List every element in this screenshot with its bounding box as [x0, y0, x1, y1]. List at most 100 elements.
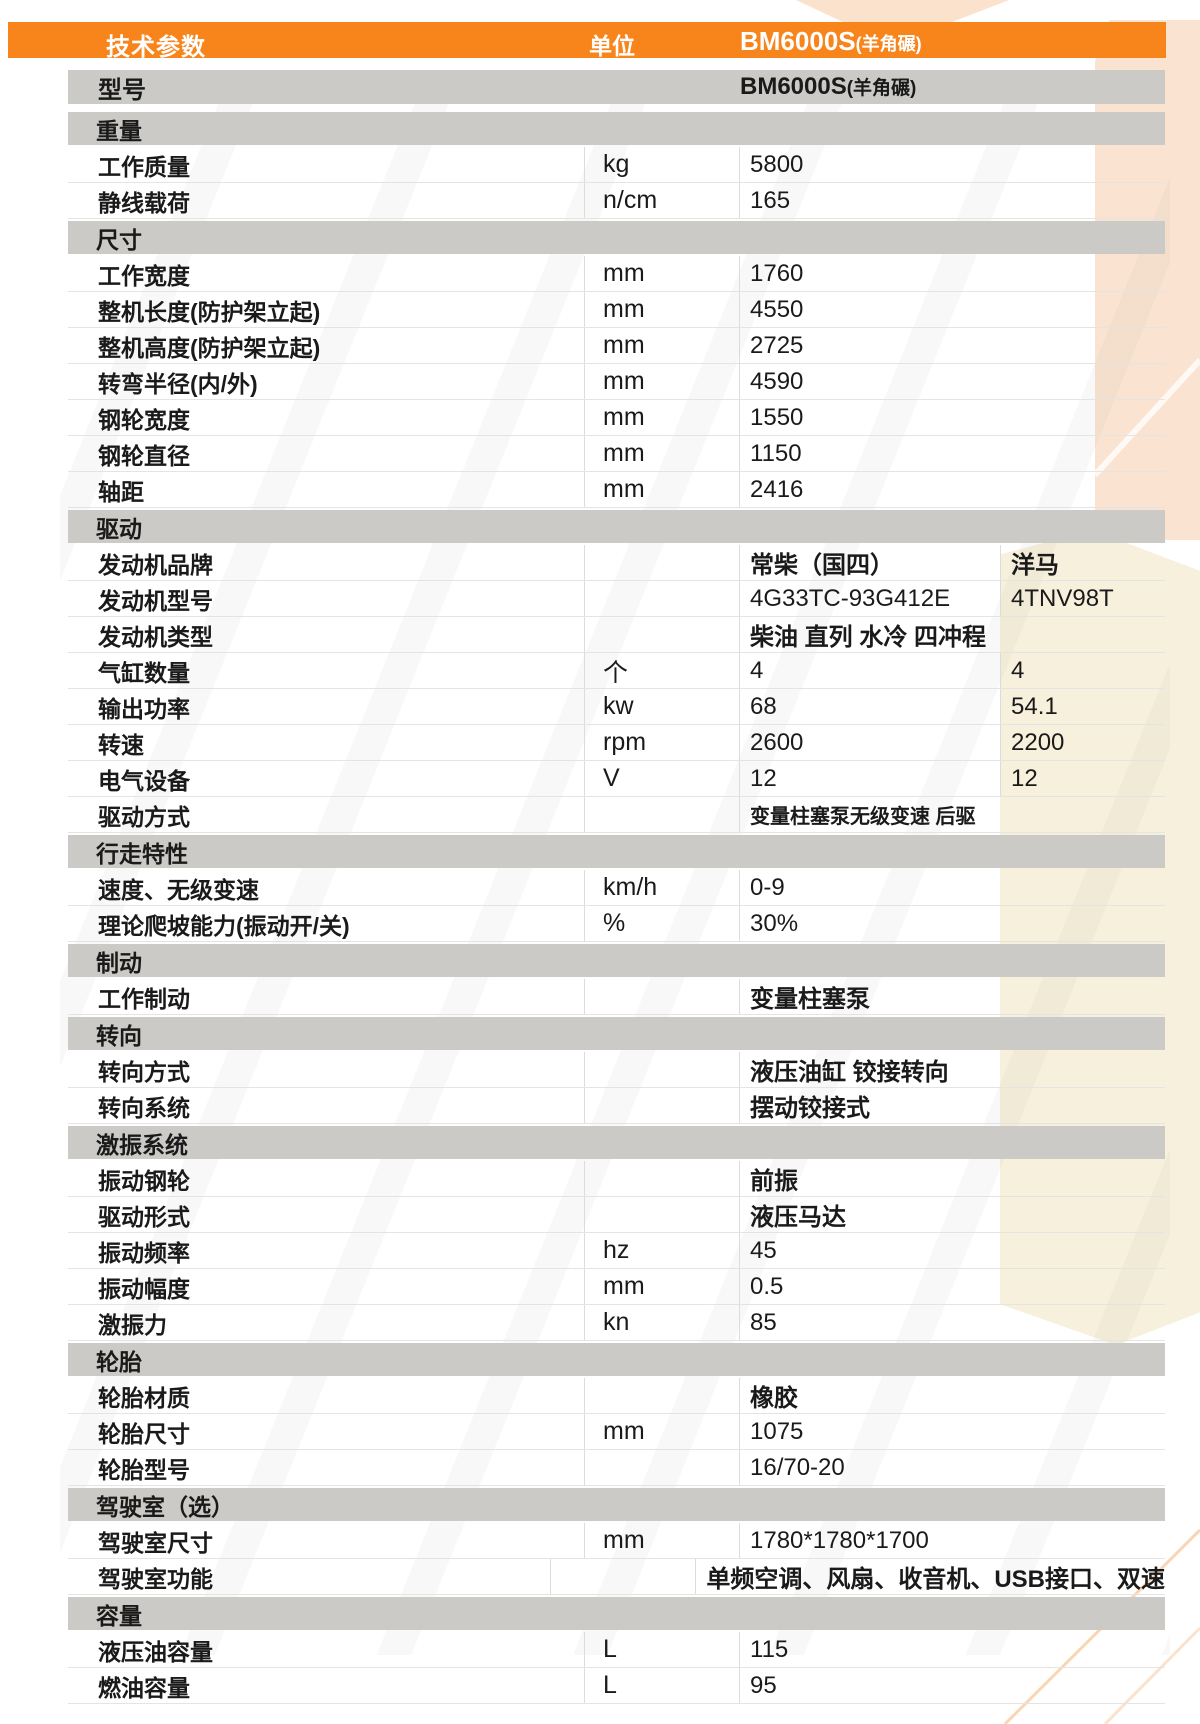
spec-label-cell: 转向方式 — [68, 1052, 585, 1087]
spec-value2: 54.1 — [1011, 692, 1058, 720]
spec-value2-cell: 12 — [1000, 761, 1165, 796]
section-title: 激振系统 — [96, 1131, 188, 1158]
spec-unit: mm — [603, 367, 645, 395]
spec-label-cell: 整机高度(防护架立起) — [68, 328, 585, 363]
spec-unit: km/h — [603, 873, 658, 901]
spec-value-cell: 2416 — [740, 472, 1165, 507]
spec-unit-cell: kw — [585, 689, 740, 724]
spec-table-body: 重量 工作质量 kg 5800 静线载荷 n/cm 165 尺寸 工作宽度 mm 1760 整机长度(… — [68, 112, 1165, 1704]
spec-row: 转向方式 液压油缸 铰接转向 — [68, 1052, 1165, 1088]
section-header: 容量 — [68, 1597, 1165, 1630]
section-title: 驱动 — [96, 515, 142, 542]
spec-value-cell: 5800 — [740, 147, 1165, 182]
spec-unit-cell — [585, 545, 740, 580]
spec-value: 摆动铰接式 — [750, 1095, 870, 1122]
spec-label: 钢轮直径 — [98, 442, 190, 469]
spec-unit: % — [603, 909, 626, 937]
section-title: 轮胎 — [96, 1348, 142, 1375]
spec-value-cell: 1150 — [740, 436, 1165, 471]
spec-unit: mm — [603, 439, 645, 467]
spec-value: 95 — [750, 1671, 777, 1699]
spec-label: 驱动方式 — [98, 803, 190, 830]
spec-label: 整机长度(防护架立起) — [98, 298, 321, 325]
spec-row: 理论爬坡能力(振动开/关)% 30% — [68, 906, 1165, 942]
spec-row: 发动机品牌 常柴（国四） 洋马 — [68, 545, 1165, 581]
spec-value-cell: 68 — [740, 689, 1000, 724]
spec-unit-cell: rpm — [585, 725, 740, 760]
spec-label: 驾驶室尺寸 — [98, 1529, 213, 1556]
spec-value-cell: 2725 — [740, 328, 1165, 363]
spec-row: 钢轮直径 mm 1150 — [68, 436, 1165, 472]
spec-value-cell: 4550 — [740, 292, 1165, 327]
spec-unit: 个 — [603, 658, 629, 687]
spec-unit: mm — [603, 1272, 645, 1300]
spec-row: 振动频率 hz 45 — [68, 1233, 1165, 1269]
spec-value: 1550 — [750, 403, 804, 431]
spec-value: 5800 — [750, 150, 804, 178]
spec-row: 轮胎尺寸 mm 1075 — [68, 1414, 1165, 1450]
spec-label: 整机高度(防护架立起) — [98, 334, 321, 361]
spec-label: 轮胎型号 — [98, 1456, 190, 1483]
spec-row: 燃油容量 L 95 — [68, 1668, 1165, 1704]
spec-unit-cell: 个 — [585, 653, 740, 688]
spec-unit: kg — [603, 150, 630, 178]
spec-label: 发动机型号 — [98, 587, 213, 614]
section-header: 激振系统 — [68, 1126, 1165, 1159]
spec-value-cell: 柴油 直列 水冷 四冲程 — [740, 617, 1000, 652]
header-model-name: BM6000S — [740, 26, 856, 56]
spec-label: 振动频率 — [98, 1239, 190, 1266]
spec-label-cell: 发动机类型 — [68, 617, 585, 652]
spec-unit-cell — [585, 1378, 740, 1413]
spec-label-cell: 振动钢轮 — [68, 1161, 585, 1196]
spec-value-cell: 0-9 — [740, 870, 1165, 905]
spec-value: 85 — [750, 1308, 777, 1336]
spec-unit: L — [603, 1671, 617, 1699]
spec-value: 30% — [750, 909, 799, 937]
spec-row: 发动机类型 柴油 直列 水冷 四冲程 — [68, 617, 1165, 653]
spec-label: 静线载荷 — [98, 189, 190, 216]
spec-unit-cell — [585, 797, 740, 832]
spec-row: 轴距 mm 2416 — [68, 472, 1165, 508]
section-header: 轮胎 — [68, 1343, 1165, 1376]
spec-label-cell: 工作制动 — [68, 979, 585, 1014]
spec-label: 转向系统 — [98, 1094, 190, 1121]
spec-label-cell: 轮胎型号 — [68, 1450, 585, 1485]
section-header: 行走特性 — [68, 835, 1165, 868]
spec-label-cell: 理论爬坡能力(振动开/关) — [68, 906, 585, 941]
section-title: 重量 — [96, 117, 142, 144]
spec-value2: 洋马 — [1011, 552, 1059, 579]
spec-value-cell: 液压油缸 铰接转向 — [740, 1052, 1165, 1087]
spec-value: 16/70-20 — [750, 1453, 845, 1481]
spec-row: 电气设备 V 12 12 — [68, 761, 1165, 797]
spec-row: 输出功率 kw 68 54.1 — [68, 689, 1165, 725]
section-header: 驾驶室（选） — [68, 1488, 1165, 1521]
spec-row: 驱动形式 液压马达 — [68, 1197, 1165, 1233]
spec-unit-cell: mm — [585, 292, 740, 327]
spec-value-cell: 橡胶 — [740, 1378, 1165, 1413]
spec-value: 变量柱塞泵无级变速 后驱 — [750, 806, 976, 828]
header-model-column-label: BM6000S(羊角碾) — [740, 26, 922, 57]
spec-unit-cell: mm — [585, 1269, 740, 1304]
spec-row: 轮胎材质 橡胶 — [68, 1378, 1165, 1414]
section-header: 转向 — [68, 1017, 1165, 1050]
header-title: 技术参数 — [106, 34, 206, 61]
section-title: 尺寸 — [96, 226, 142, 253]
spec-label: 发动机品牌 — [98, 551, 213, 578]
spec-unit-cell: mm — [585, 328, 740, 363]
spec-label-cell: 工作质量 — [68, 147, 585, 182]
spec-label: 理论爬坡能力(振动开/关) — [98, 912, 350, 939]
spec-value: 2725 — [750, 331, 804, 359]
spec-unit: V — [603, 764, 620, 792]
spec-value: 68 — [750, 692, 777, 720]
spec-value: 45 — [750, 1236, 777, 1264]
spec-unit-cell: mm — [585, 364, 740, 399]
spec-label-cell: 驱动形式 — [68, 1197, 585, 1232]
spec-label-cell: 钢轮宽度 — [68, 400, 585, 435]
spec-value-cell: 摆动铰接式 — [740, 1088, 1165, 1123]
spec-label-cell: 液压油容量 — [68, 1632, 585, 1667]
spec-value-cell: 4 — [740, 653, 1000, 688]
spec-row: 轮胎型号 16/70-20 — [68, 1450, 1165, 1486]
spec-value-cell: 1550 — [740, 400, 1165, 435]
spec-unit-cell: L — [585, 1632, 740, 1667]
